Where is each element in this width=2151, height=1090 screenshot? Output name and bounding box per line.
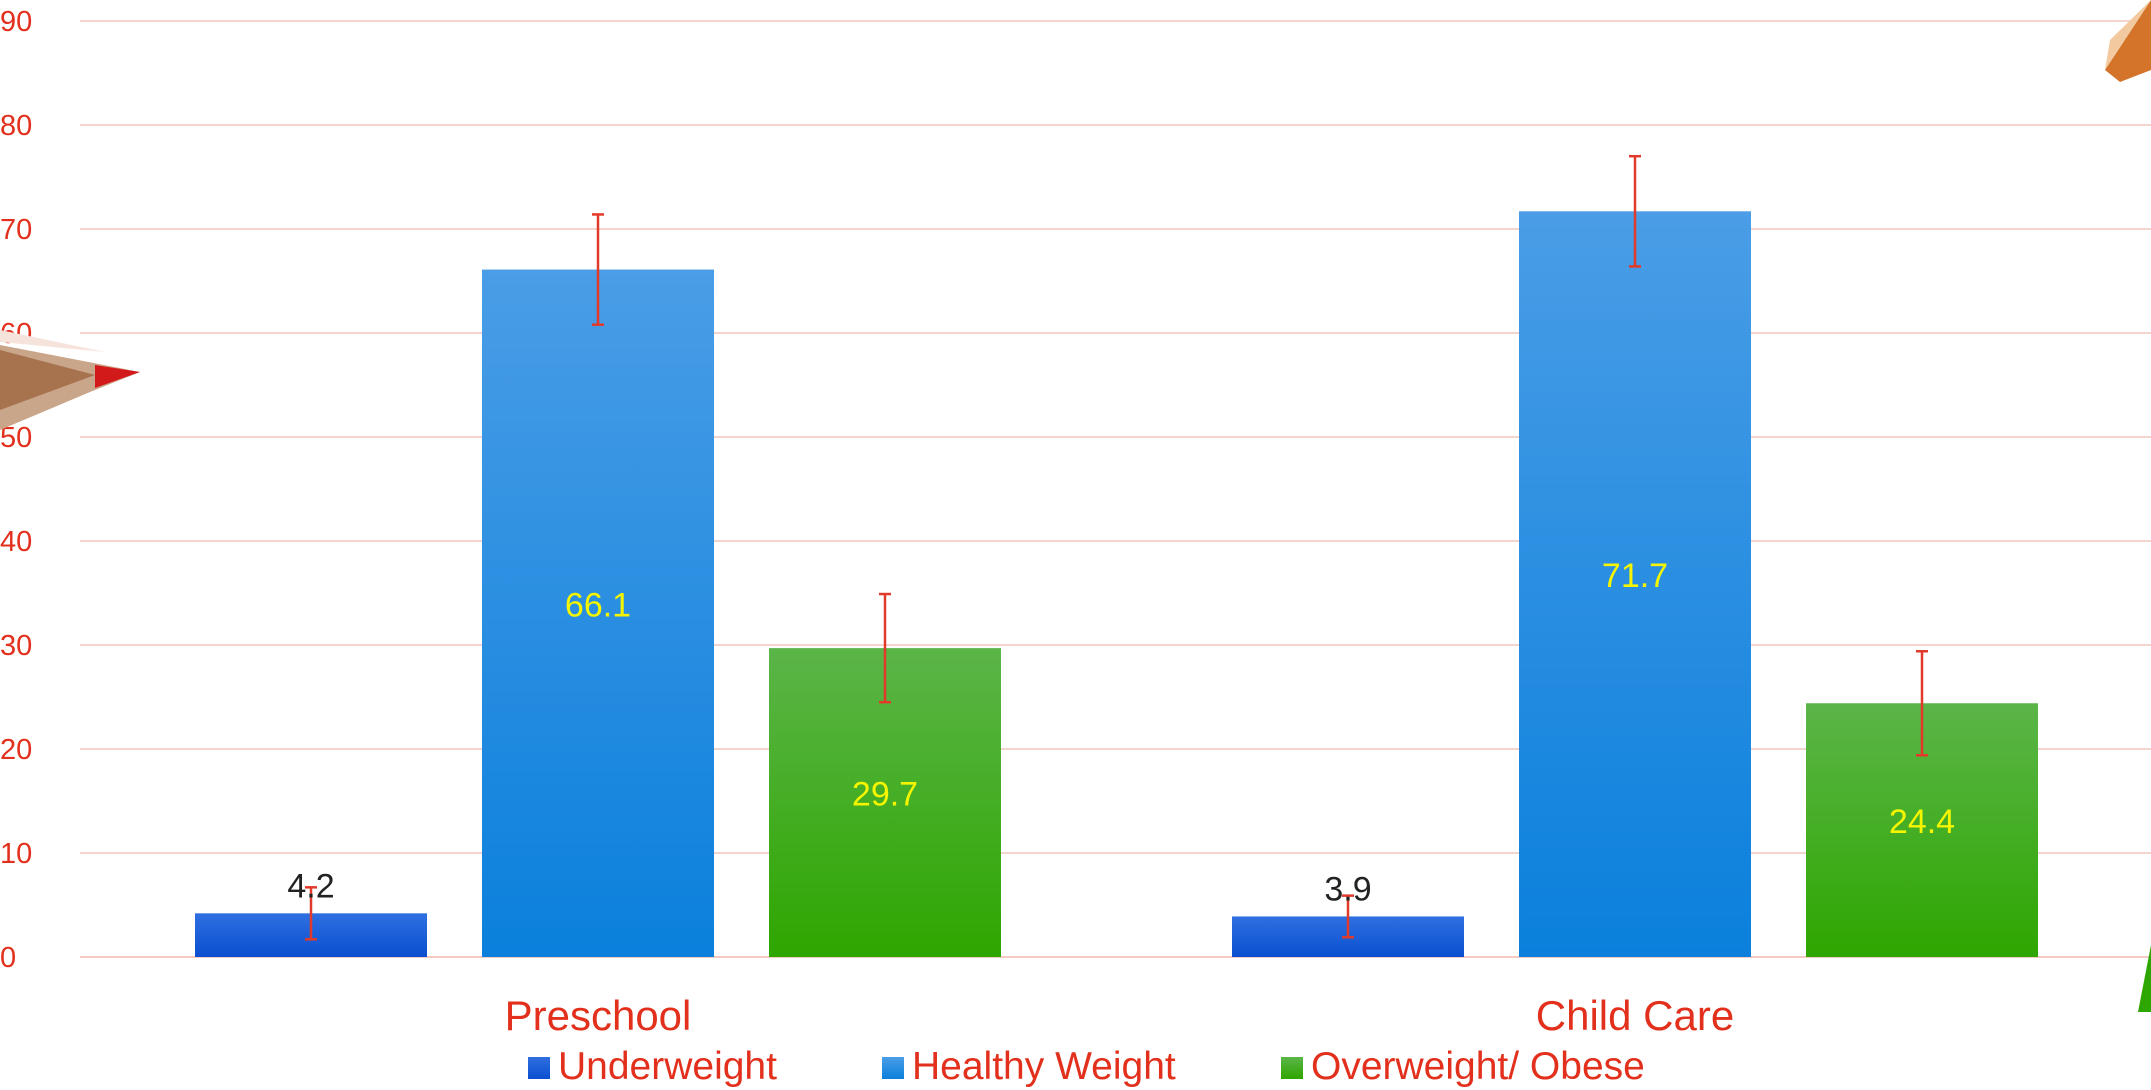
error-bar — [1342, 894, 1354, 939]
y-tick-label: 40 — [0, 526, 32, 558]
error-bar — [305, 886, 317, 941]
data-label: 4.2 — [287, 867, 334, 905]
bars — [195, 211, 2038, 957]
error-bar — [1916, 649, 1928, 757]
legend-label: Overweight/ Obese — [1311, 1045, 1645, 1088]
category-label: Preschool — [505, 992, 692, 1039]
legend-swatch — [1281, 1057, 1303, 1079]
data-label: 24.4 — [1889, 803, 1955, 841]
x-axis-category-labels: Preschool Child Care — [505, 992, 1735, 1039]
pencil-top-right-decoration — [2105, 0, 2151, 82]
legend-label: Underweight — [558, 1045, 777, 1088]
y-tick-label: 0 — [0, 942, 16, 974]
y-tick-label: 90 — [0, 6, 32, 38]
legend-label: Healthy Weight — [912, 1045, 1176, 1088]
data-labels: 4.2 66.1 29.7 3.9 71.7 24.4 — [287, 557, 1955, 908]
category-label: Child Care — [1536, 992, 1734, 1039]
bar-healthy-weight-preschool — [482, 269, 714, 957]
data-label: 3.9 — [1324, 870, 1371, 908]
bar-healthy-weight-child-care — [1519, 211, 1751, 957]
pencil-bottom-right-decoration — [2138, 945, 2151, 1012]
y-tick-label: 80 — [0, 110, 32, 142]
legend-swatch — [528, 1057, 550, 1079]
data-label: 71.7 — [1602, 557, 1668, 595]
legend: Underweight Healthy Weight Overweight/ Obe… — [528, 1045, 1645, 1088]
legend-item: Overweight/ Obese — [1281, 1045, 1645, 1088]
y-tick-label: 10 — [0, 838, 32, 870]
y-tick-label: 70 — [0, 214, 32, 246]
pencil-left-decoration — [0, 330, 140, 430]
data-label: 66.1 — [565, 586, 631, 624]
legend-swatch — [882, 1057, 904, 1079]
y-tick-label: 20 — [0, 734, 32, 766]
gridlines — [80, 20, 2151, 958]
y-tick-label: 30 — [0, 630, 32, 662]
legend-item: Healthy Weight — [882, 1045, 1176, 1088]
error-bar — [592, 213, 604, 326]
legend-item: Underweight — [528, 1045, 777, 1088]
error-bar — [879, 592, 891, 704]
error-bar — [1629, 154, 1641, 268]
data-label: 29.7 — [852, 776, 918, 814]
y-axis-tick-labels: 0102030405060708090 — [0, 6, 32, 974]
error-bars — [305, 154, 1928, 941]
